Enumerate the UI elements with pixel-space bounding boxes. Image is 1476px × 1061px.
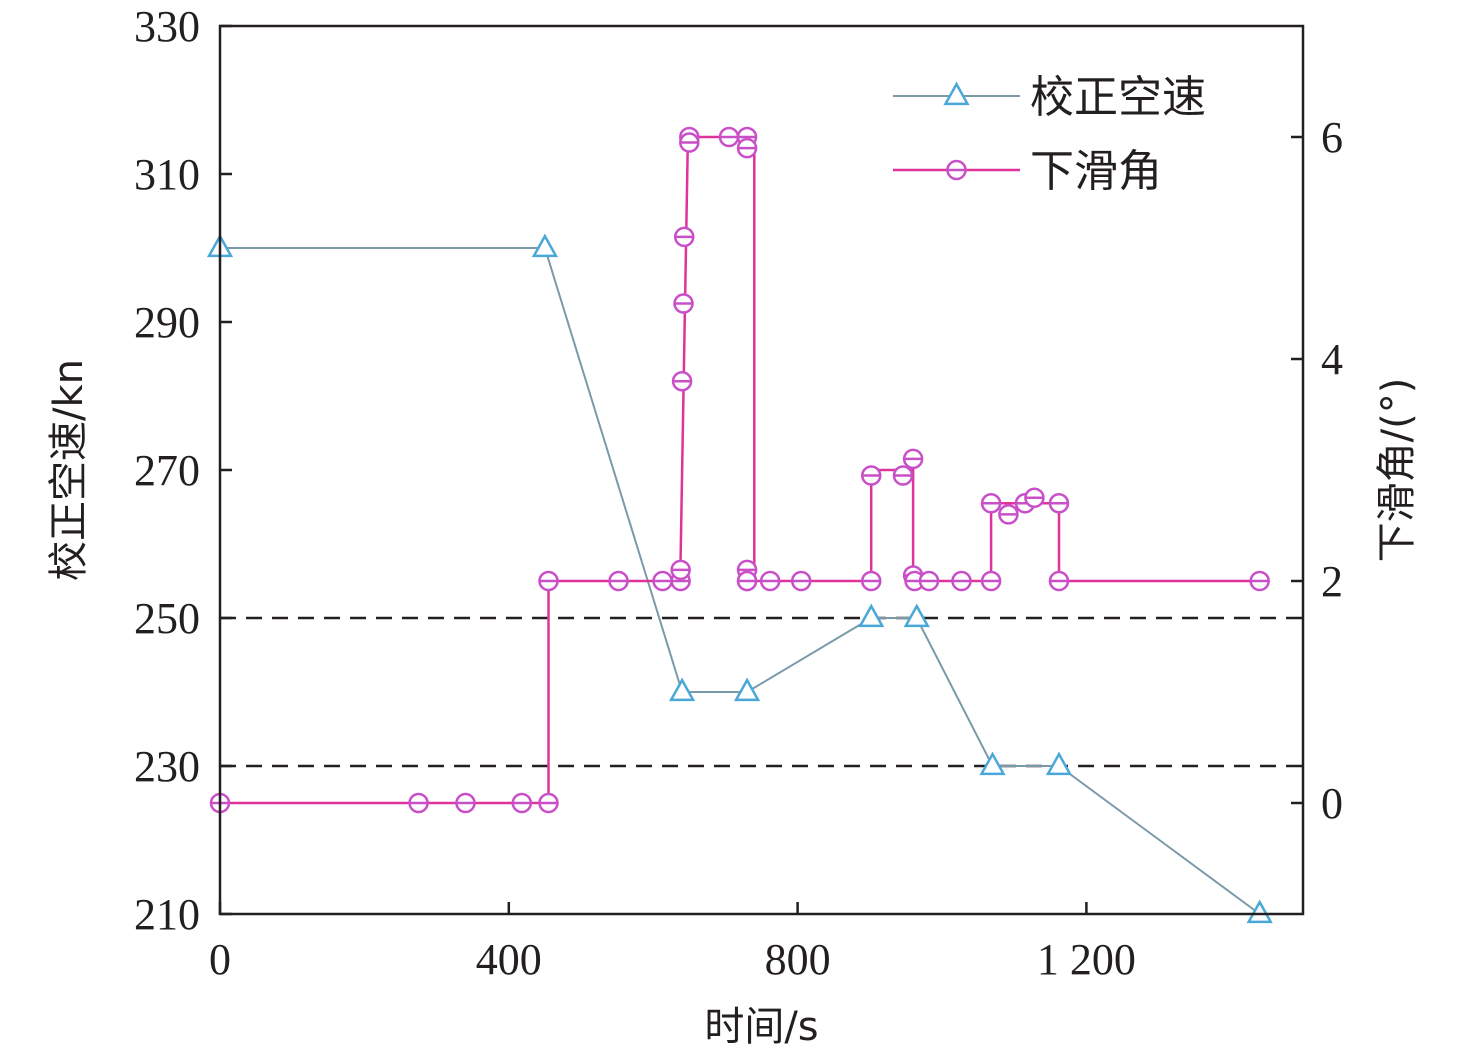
- y2-tick-label: 2: [1321, 557, 1343, 606]
- circle-marker: [671, 370, 693, 392]
- circle-marker: [892, 465, 914, 486]
- x-tick-label: 0: [209, 935, 231, 984]
- circle-marker: [652, 570, 673, 592]
- circle-marker: [679, 132, 700, 153]
- series-glide-angle: [209, 126, 1270, 814]
- circle-marker: [918, 570, 940, 592]
- y2-axis-title: 下滑角/(°): [1374, 378, 1420, 563]
- series-airspeed: [206, 233, 1273, 924]
- triangle-marker: [903, 603, 930, 628]
- y-tick-label: 210: [134, 890, 200, 939]
- circle-marker: [946, 159, 967, 181]
- circle-marker: [790, 570, 812, 592]
- x-tick-label: 400: [476, 935, 542, 984]
- triangle-marker: [733, 677, 761, 702]
- circle-marker: [608, 570, 629, 592]
- y-tick-label: 290: [134, 298, 200, 347]
- circle-marker: [511, 792, 533, 814]
- circle-marker: [538, 792, 559, 814]
- circle-marker: [1249, 570, 1270, 592]
- circle-marker: [998, 504, 1019, 525]
- triangle-marker: [1045, 751, 1073, 776]
- circle-marker: [736, 137, 758, 159]
- circle-marker: [408, 792, 429, 814]
- series-layer: [206, 126, 1273, 924]
- triangle-marker: [668, 677, 696, 702]
- circle-marker: [951, 570, 972, 592]
- legend-label: 下滑角: [1030, 146, 1162, 197]
- circle-marker: [980, 570, 1002, 592]
- circle-marker: [673, 293, 694, 314]
- circle-marker: [736, 570, 758, 592]
- circle-marker: [1048, 493, 1070, 514]
- circle-marker: [673, 226, 695, 248]
- triangle-marker: [858, 603, 885, 628]
- y-tick-label: 230: [134, 742, 200, 791]
- reference-lines: [220, 616, 1303, 768]
- legend-item: 校正空速: [893, 72, 1206, 123]
- legend-item: 下滑角: [893, 146, 1162, 197]
- y-axis-title: 校正空速/kn: [46, 359, 92, 581]
- y-tick-label: 270: [134, 446, 200, 495]
- circle-marker: [980, 493, 1002, 514]
- y-tick-label: 310: [134, 150, 200, 199]
- x-tick-label: 1 200: [1037, 935, 1136, 984]
- circle-marker: [718, 126, 740, 148]
- y-tick-label: 330: [134, 2, 200, 51]
- y2-tick-label: 4: [1321, 335, 1343, 384]
- y2-tick-label: 6: [1321, 113, 1343, 162]
- triangle-marker: [1246, 899, 1273, 924]
- circle-marker: [670, 559, 691, 581]
- y2-tick-label: 0: [1321, 779, 1343, 828]
- triangle-marker: [979, 751, 1006, 776]
- x-tick-label: 800: [765, 935, 831, 984]
- circle-marker: [759, 570, 781, 592]
- circle-marker: [1024, 487, 1045, 508]
- y-tick-label: 250: [134, 594, 200, 643]
- triangle-marker: [531, 233, 559, 258]
- circle-marker: [902, 448, 924, 470]
- circle-marker: [538, 570, 559, 592]
- triangle-marker: [943, 81, 970, 106]
- legend-label: 校正空速: [1030, 72, 1206, 123]
- axes: 0 400 800 1 200 210 230 250 270 290 310 330 0 2 4 6: [134, 2, 1343, 984]
- circle-marker: [860, 570, 882, 592]
- circle-marker: [860, 465, 882, 486]
- x-axis-title: 时间/s: [704, 1004, 818, 1050]
- circle-marker: [1048, 570, 1070, 592]
- series-line: [220, 135, 1260, 805]
- circle-marker: [455, 792, 476, 814]
